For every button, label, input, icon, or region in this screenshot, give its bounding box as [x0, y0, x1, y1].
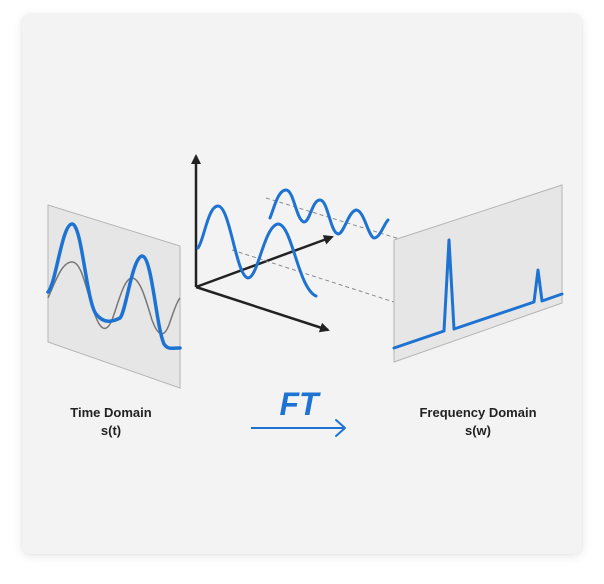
time-domain-blue-wave [46, 222, 182, 351]
frequency-domain-plane [393, 184, 563, 363]
component-wave-low-frequency [196, 204, 318, 298]
frequency-spectrum-line [392, 238, 564, 350]
ft-arrow-head [335, 419, 346, 437]
ft-arrow [251, 419, 346, 437]
horizontal-axis [195, 285, 330, 333]
time-domain-panel [46, 204, 182, 389]
frequency-domain-symbol: s(w) [465, 423, 491, 438]
time-domain-label: Time Domain s(t) [50, 404, 172, 440]
fourier-transform-label: FT [279, 386, 319, 422]
time-domain-symbol: s(t) [100, 423, 122, 438]
depth-axis [195, 235, 334, 289]
time-domain-title: Time Domain [70, 405, 152, 420]
frequency-domain-label: Frequency Domain s(w) [398, 404, 558, 440]
frequency-domain-title: Frequency Domain [419, 405, 537, 420]
frequency-domain-panel [392, 184, 564, 363]
component-wave-high-frequency [268, 188, 390, 240]
time-domain-gray-wave [47, 261, 181, 335]
time-domain-plane [47, 204, 181, 389]
